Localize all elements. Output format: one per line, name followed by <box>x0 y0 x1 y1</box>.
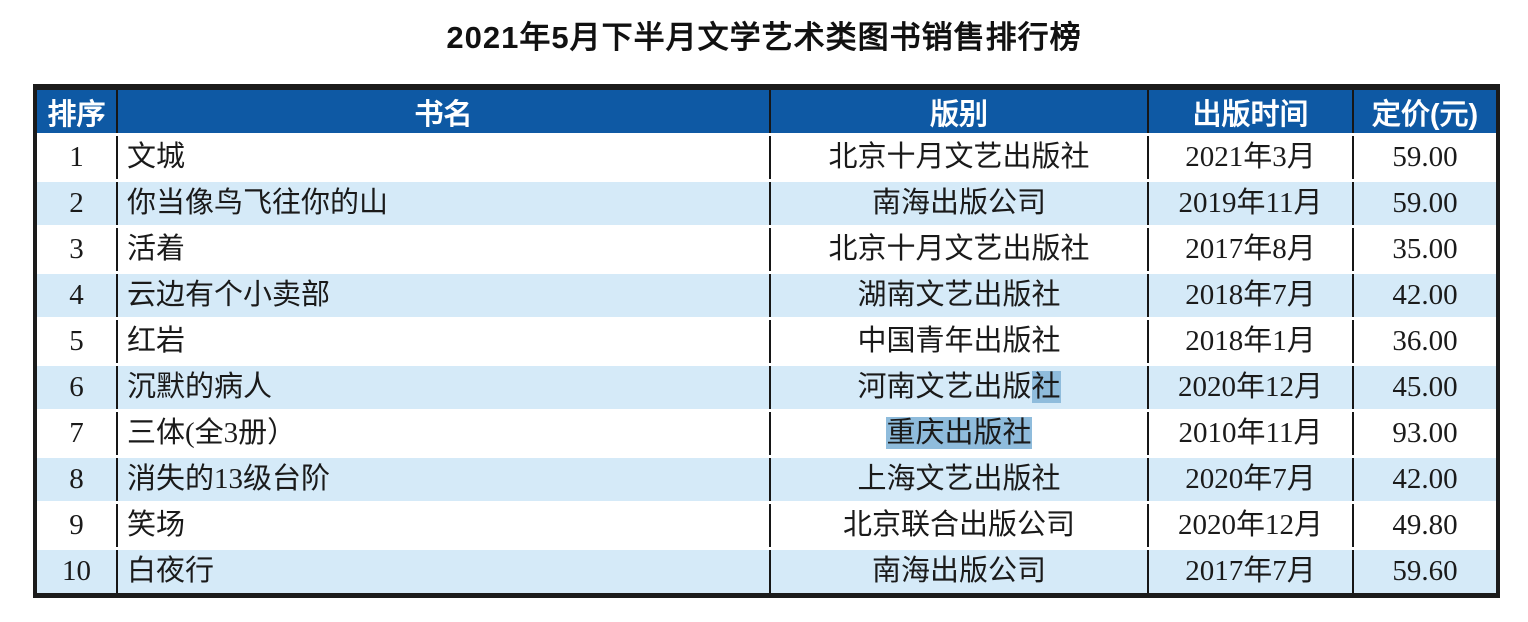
publisher-text: 南海出版公司 <box>871 554 1046 587</box>
table-row: 9 笑场 北京联合出版公司 2020年12月 49.80 <box>35 502 1498 549</box>
cell-publisher: 北京十月文艺出版社 <box>769 134 1148 181</box>
cell-rank: 3 <box>69 232 84 265</box>
cell-rank: 7 <box>69 416 84 449</box>
publisher-text: 上海文艺出版社 <box>857 462 1061 495</box>
cell-price: 59.00 <box>1352 134 1498 181</box>
publisher-text: 河南文艺出版 <box>857 370 1032 403</box>
cell-publisher: 河南文艺出版社 <box>769 364 1148 411</box>
cell-publisher: 上海文艺出版社 <box>769 456 1148 503</box>
cell-rank: 8 <box>69 462 84 495</box>
cell-rank: 6 <box>69 370 84 403</box>
cell-book-title: 笑场 <box>116 502 770 549</box>
cell-rank: 10 <box>62 554 91 587</box>
cell-price: 45.00 <box>1352 364 1498 411</box>
cell-publish-date: 2017年8月 <box>1147 226 1353 273</box>
book-ranking-table: 排序 书名 版别 出版时间 定价(元) 1 文城 北京十月文艺出版社 2021年… <box>33 84 1500 598</box>
table-row: 10 白夜行 南海出版公司 2017年7月 59.60 <box>35 548 1498 596</box>
cell-publisher: 北京十月文艺出版社 <box>769 226 1148 273</box>
table-row: 3 活着 北京十月文艺出版社 2017年8月 35.00 <box>35 226 1498 273</box>
cell-rank: 4 <box>69 278 84 311</box>
cell-publisher: 北京联合出版公司 <box>769 502 1148 549</box>
page-title: 2021年5月下半月文学艺术类图书销售排行榜 <box>446 20 1082 55</box>
publisher-text: 南海出版公司 <box>871 186 1046 219</box>
cell-book-title: 白夜行 <box>116 548 770 596</box>
cell-price: 93.00 <box>1352 410 1498 457</box>
header-row: 排序 书名 版别 出版时间 定价(元) <box>35 87 1498 135</box>
cell-price: 36.00 <box>1352 318 1498 365</box>
cell-book-title: 你当像鸟飞往你的山 <box>116 180 770 227</box>
table-row: 1 文城 北京十月文艺出版社 2021年3月 59.00 <box>35 134 1498 181</box>
cell-book-title: 消失的13级台阶 <box>116 456 770 503</box>
cell-publisher: 中国青年出版社 <box>769 318 1148 365</box>
publisher-text: 中国青年出版社 <box>857 324 1061 357</box>
cell-price: 42.00 <box>1352 456 1498 503</box>
cell-publish-date: 2018年7月 <box>1147 272 1353 319</box>
cell-price: 59.00 <box>1352 180 1498 227</box>
header-publisher: 版别 <box>769 87 1148 135</box>
cell-book-title: 文城 <box>116 134 770 181</box>
cell-price: 59.60 <box>1352 548 1498 596</box>
header-book-title: 书名 <box>116 87 770 135</box>
cell-rank: 5 <box>69 324 84 357</box>
publisher-highlighted-text: 社 <box>1031 370 1061 403</box>
table-row: 2 你当像鸟飞往你的山 南海出版公司 2019年11月 59.00 <box>35 180 1498 227</box>
cell-publish-date: 2020年12月 <box>1147 502 1353 549</box>
table-row: 6 沉默的病人 河南文艺出版社 2020年12月 45.00 <box>35 364 1498 411</box>
cell-book-title: 三体(全3册） <box>116 410 770 457</box>
cell-price: 49.80 <box>1352 502 1498 549</box>
cell-price: 35.00 <box>1352 226 1498 273</box>
cell-book-title: 沉默的病人 <box>116 364 770 411</box>
header-rank: 排序 <box>35 87 117 135</box>
cell-publisher: 重庆出版社 <box>769 410 1148 457</box>
header-price: 定价(元) <box>1352 87 1498 135</box>
cell-publish-date: 2019年11月 <box>1147 180 1353 227</box>
cell-book-title: 活着 <box>116 226 770 273</box>
table-row: 4 云边有个小卖部 湖南文艺出版社 2018年7月 42.00 <box>35 272 1498 319</box>
publisher-highlighted-text: 重庆出版社 <box>886 416 1032 449</box>
cell-publisher: 湖南文艺出版社 <box>769 272 1148 319</box>
table-row: 8 消失的13级台阶 上海文艺出版社 2020年7月 42.00 <box>35 456 1498 503</box>
publisher-text: 北京十月文艺出版社 <box>828 232 1090 265</box>
cell-publish-date: 2020年7月 <box>1147 456 1353 503</box>
cell-rank: 1 <box>69 140 84 173</box>
cell-publish-date: 2010年11月 <box>1147 410 1353 457</box>
cell-publish-date: 2021年3月 <box>1147 134 1353 181</box>
cell-book-title: 云边有个小卖部 <box>116 272 770 319</box>
header-publish-date: 出版时间 <box>1147 87 1353 135</box>
cell-rank: 2 <box>69 186 84 219</box>
table-row: 7 三体(全3册） 重庆出版社 2010年11月 93.00 <box>35 410 1498 457</box>
cell-publish-date: 2018年1月 <box>1147 318 1353 365</box>
cell-publisher: 南海出版公司 <box>769 180 1148 227</box>
publisher-text: 湖南文艺出版社 <box>857 278 1061 311</box>
cell-publish-date: 2017年7月 <box>1147 548 1353 596</box>
cell-price: 42.00 <box>1352 272 1498 319</box>
cell-publish-date: 2020年12月 <box>1147 364 1353 411</box>
table-row: 5 红岩 中国青年出版社 2018年1月 36.00 <box>35 318 1498 365</box>
publisher-text: 北京联合出版公司 <box>842 508 1075 541</box>
cell-publisher: 南海出版公司 <box>769 548 1148 596</box>
publisher-text: 北京十月文艺出版社 <box>828 140 1090 173</box>
cell-rank: 9 <box>69 508 84 541</box>
cell-book-title: 红岩 <box>116 318 770 365</box>
